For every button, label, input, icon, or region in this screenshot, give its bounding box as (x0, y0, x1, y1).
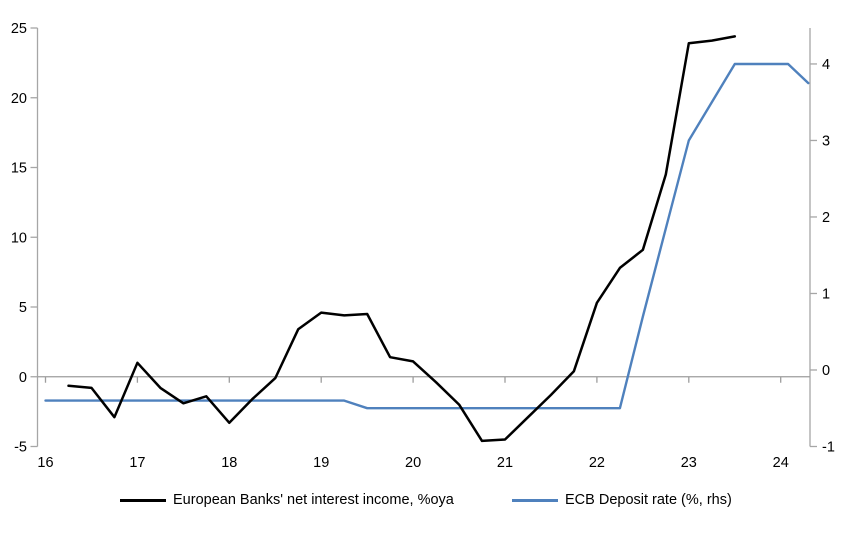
x-axis-tick-label: 23 (681, 455, 697, 471)
right-axis-tick-label: 0 (822, 363, 830, 379)
x-axis-tick-label: 22 (589, 455, 605, 471)
legend-label: ECB Deposit rate (%, rhs) (565, 492, 732, 508)
right-axis-tick-label: 2 (822, 210, 830, 226)
right-axis-tick-label: -1 (822, 440, 835, 456)
series-line-ecb-deposit-rate (44, 62, 810, 410)
chart-legend: European Banks' net interest income, %oy… (0, 489, 852, 511)
legend-label: European Banks' net interest income, %oy… (173, 492, 454, 508)
x-axis-tick-label: 17 (129, 455, 145, 471)
series-line-net-interest-income (67, 35, 737, 443)
black-line-swatch-icon (120, 498, 166, 502)
left-axis-tick-label: 20 (11, 91, 27, 107)
blue-line-swatch-icon (512, 498, 558, 502)
right-axis-tick-label: 4 (822, 57, 830, 73)
left-axis-tick-label: 0 (19, 370, 27, 386)
x-axis-tick-label: 21 (497, 455, 513, 471)
right-axis-tick-label: 1 (822, 286, 830, 302)
x-axis-tick-label: 16 (37, 455, 53, 471)
left-axis-tick-label: 15 (11, 161, 27, 177)
left-axis-tick-label: -5 (14, 440, 27, 456)
left-axis-tick-label: 25 (11, 21, 27, 37)
x-axis-tick-label: 20 (405, 455, 421, 471)
x-axis-tick-label: 24 (773, 455, 789, 471)
legend-item-net-interest-income: European Banks' net interest income, %oy… (120, 489, 454, 511)
right-axis-tick-label: 3 (822, 133, 830, 149)
legend-item-ecb-deposit-rate: ECB Deposit rate (%, rhs) (512, 489, 732, 511)
x-axis-tick-label: 19 (313, 455, 329, 471)
left-axis-tick-label: 10 (11, 230, 27, 246)
x-axis-tick-label: 18 (221, 455, 237, 471)
left-axis-tick-label: 5 (19, 300, 27, 316)
